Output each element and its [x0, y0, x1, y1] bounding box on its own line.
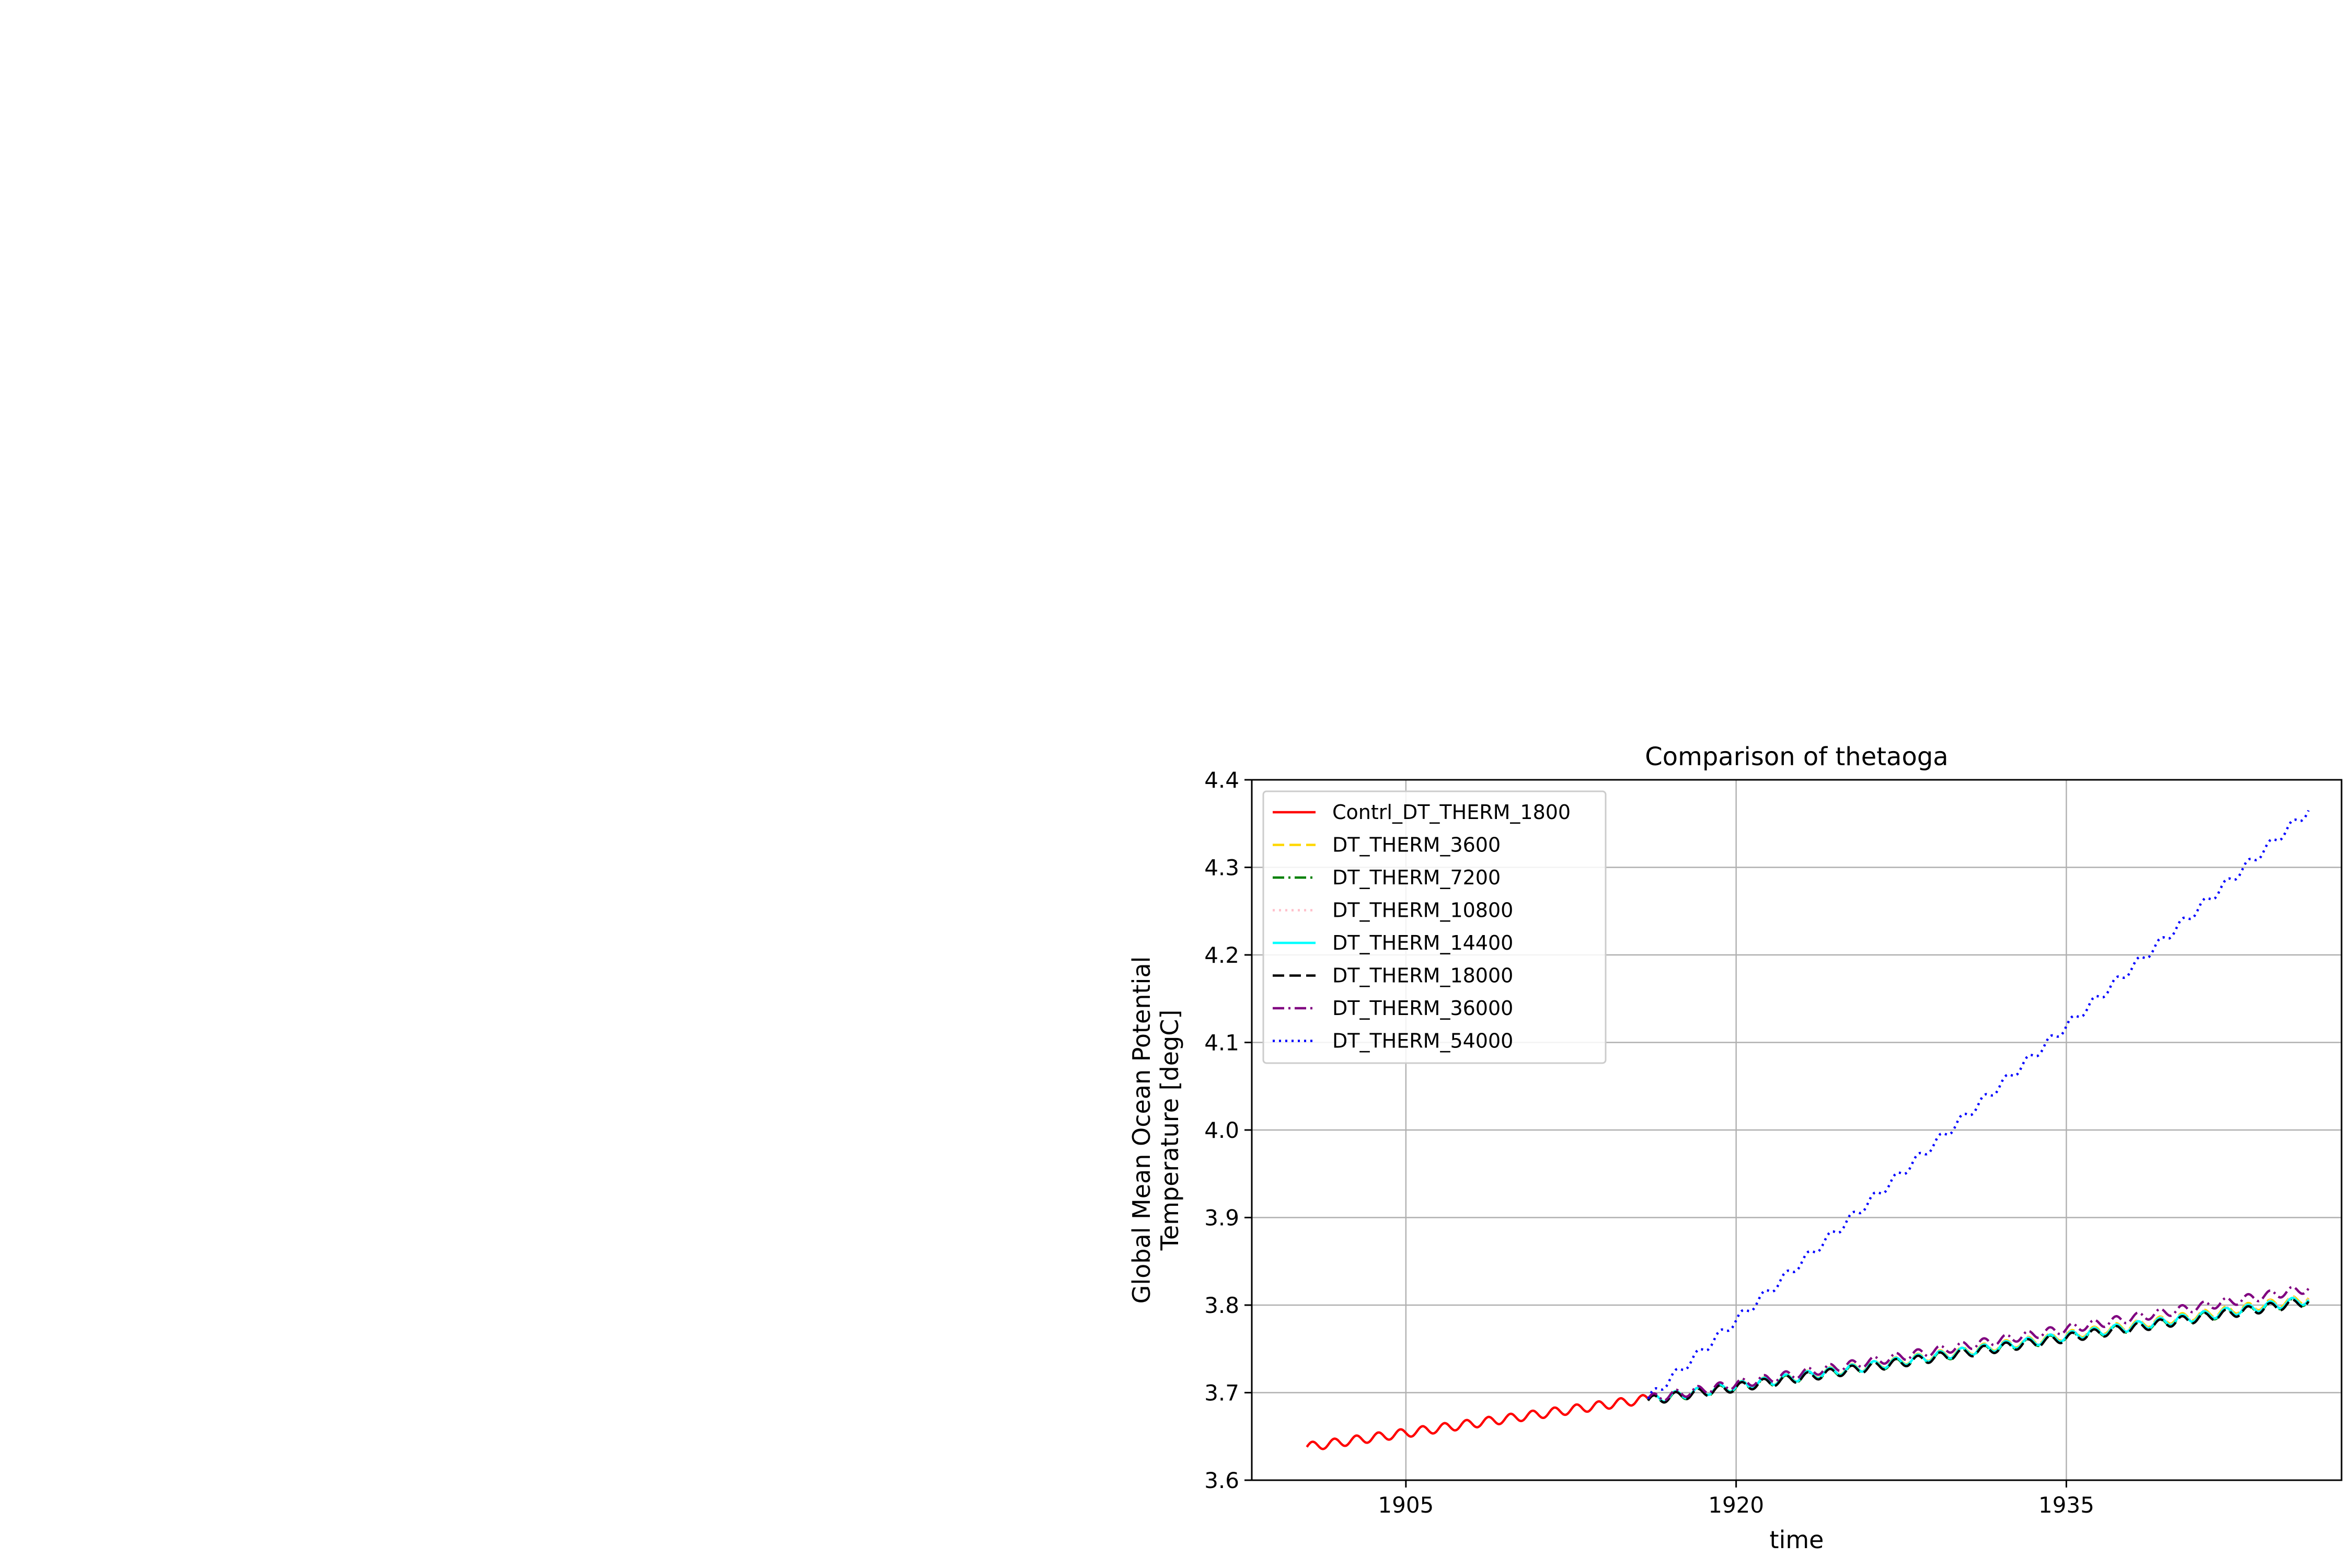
y-axis-title-line-2: Temperature [degC]	[1156, 1010, 1184, 1251]
chart-title: Comparison of thetaoga	[1645, 742, 1948, 771]
y-tick-label: 4.4	[1204, 767, 1239, 793]
legend-label: DT_THERM_36000	[1332, 997, 1513, 1020]
x-tick-label: 1920	[1708, 1492, 1764, 1518]
y-tick-label: 4.2	[1204, 942, 1239, 968]
legend: Contrl_DT_THERM_1800 DT_THERM_3600 DT_THER…	[1262, 790, 1607, 1064]
y-tick-label: 3.6	[1204, 1468, 1239, 1493]
legend-label: DT_THERM_7200	[1332, 866, 1501, 889]
legend-label: Contrl_DT_THERM_1800	[1332, 801, 1571, 824]
y-axis-title-line-1: Global Mean Ocean Potential	[1127, 956, 1156, 1304]
axis-ticks: 1905 1920 1935 3.6 3.7 3.8 3.9 4.0 4.1 4.2 4.3 4.4	[1204, 767, 2094, 1518]
legend-label: DT_THERM_10800	[1332, 899, 1513, 922]
legend-box	[1262, 790, 1607, 1064]
x-tick-label: 1905	[1378, 1492, 1434, 1518]
legend-label: DT_THERM_14400	[1332, 931, 1513, 954]
series-lines	[1306, 810, 2310, 1450]
y-tick-label: 3.9	[1204, 1205, 1239, 1231]
y-tick-label: 3.8	[1204, 1293, 1239, 1318]
series-line	[1647, 810, 2310, 1400]
series-line	[1647, 1298, 2310, 1404]
series-line	[1647, 1285, 2310, 1402]
legend-label: DT_THERM_3600	[1332, 834, 1501, 857]
legend-label: DT_THERM_54000	[1332, 1030, 1513, 1053]
y-tick-label: 3.7	[1204, 1380, 1239, 1406]
series-line	[1306, 1394, 1649, 1450]
x-axis-title: time	[1770, 1526, 1824, 1554]
y-tick-label: 4.1	[1204, 1030, 1239, 1056]
y-tick-label: 4.0	[1204, 1117, 1239, 1143]
x-tick-label: 1935	[2038, 1492, 2094, 1518]
legend-label: DT_THERM_18000	[1332, 964, 1513, 987]
y-tick-label: 4.3	[1204, 855, 1239, 881]
